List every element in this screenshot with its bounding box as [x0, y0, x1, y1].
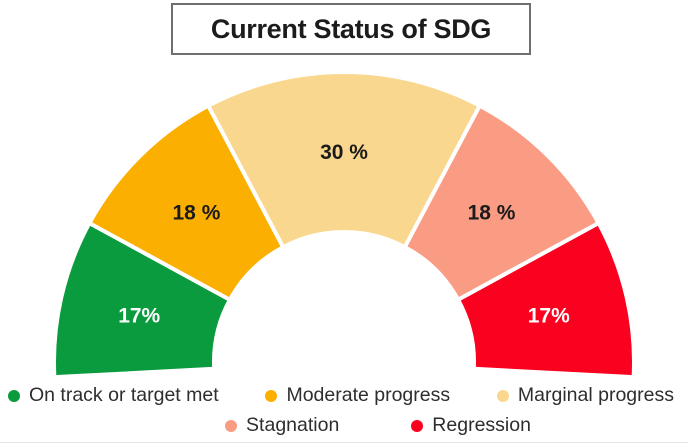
legend-item-on-track-or-target-met: On track or target met [8, 384, 219, 407]
legend-dot-icon [496, 389, 509, 402]
gauge-value-label-on-track-or-target-met: 17% [118, 304, 160, 327]
gauge-value-label-moderate-progress: 18 % [173, 202, 221, 225]
gauge-segment-regression [455, 220, 636, 380]
legend-item-stagnation: Stagnation [225, 414, 339, 437]
legend-item-marginal-progress: Marginal progress [496, 384, 674, 407]
gauge-value-label-marginal-progress: 30 % [320, 141, 368, 164]
legend-dot-icon [411, 419, 424, 432]
gauge-value-label-regression: 17% [528, 304, 570, 327]
chart-title: Current Status of SDG [210, 13, 492, 44]
legend-label: On track or target met [29, 384, 219, 406]
legend-item-regression: Regression [411, 414, 531, 437]
gauge-chart: 17% 18 % 30 % 18 % 17% [52, 70, 636, 380]
legend-dot-icon [8, 389, 20, 402]
legend-label: Marginal progress [517, 384, 674, 406]
legend-label: Stagnation [246, 414, 340, 436]
gauge-value-label-stagnation: 18 % [468, 202, 516, 225]
legend-row-2: Stagnation Regression [34, 414, 688, 437]
legend-row-1: On track or target met Moderate progress M… [0, 384, 688, 407]
bottom-divider [0, 442, 688, 443]
legend-dot-icon [225, 419, 238, 432]
gauge-segment-marginal-progress [205, 70, 483, 250]
legend-label: Regression [432, 414, 531, 436]
legend-label: Moderate progress [286, 384, 451, 406]
legend-dot-icon [265, 389, 278, 402]
chart-title-box: Current Status of SDG [171, 3, 531, 55]
legend-item-moderate-progress: Moderate progress [265, 384, 450, 407]
